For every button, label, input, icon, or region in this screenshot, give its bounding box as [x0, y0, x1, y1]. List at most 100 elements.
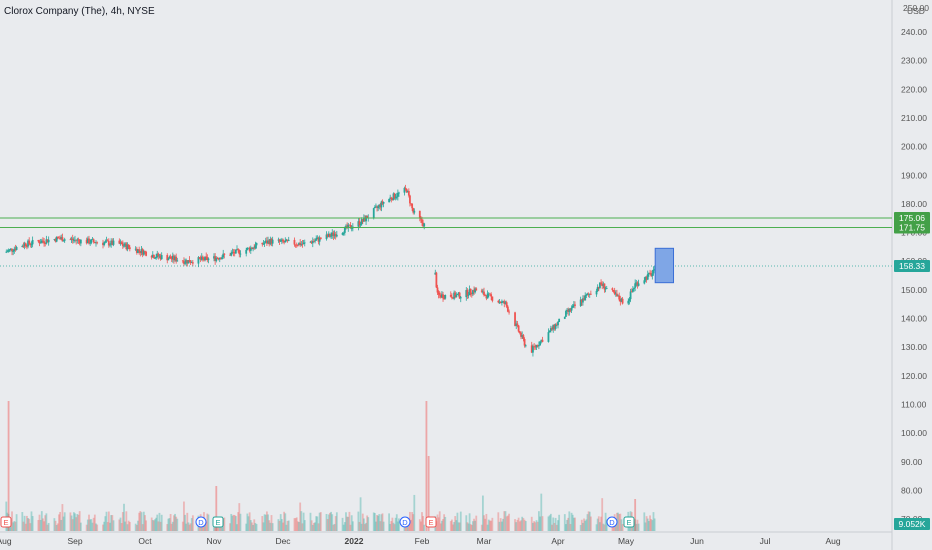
volume-bar — [40, 511, 43, 531]
candle-body — [329, 233, 331, 237]
volume-bar — [437, 517, 440, 531]
volume-bar — [42, 518, 44, 531]
volume-bar — [489, 520, 491, 531]
volume-bar — [238, 503, 241, 531]
candle-body — [104, 241, 107, 243]
candle-body — [53, 239, 56, 240]
candle-body — [239, 253, 242, 255]
candle-body — [524, 345, 527, 347]
volume-bar — [380, 514, 383, 531]
event-marker-other[interactable]: E — [212, 516, 224, 528]
event-marker-other[interactable]: E — [623, 516, 635, 528]
volume-bar — [86, 519, 89, 531]
volume-bar — [438, 511, 441, 531]
volume-bar — [287, 520, 290, 531]
candle-body — [254, 245, 257, 249]
volume-bar — [334, 516, 337, 531]
candle-body — [264, 240, 267, 243]
candle-body — [614, 293, 617, 295]
volume-bar — [393, 524, 396, 531]
candle-body — [222, 253, 225, 258]
candle-body — [391, 199, 394, 201]
candle-body — [157, 253, 160, 257]
candle-body — [411, 203, 414, 209]
projection-box[interactable] — [654, 247, 675, 284]
candle-body — [237, 249, 240, 251]
event-marker-dividend[interactable]: D — [606, 516, 618, 528]
volume-bar — [456, 512, 459, 531]
volume-bar — [467, 523, 470, 531]
candle-body — [398, 192, 400, 194]
volume-bar — [142, 511, 145, 531]
candle-body — [541, 339, 544, 342]
event-marker-earnings[interactable]: E — [425, 516, 437, 528]
volume-bar — [58, 514, 60, 531]
volume-bar — [60, 519, 63, 531]
volume-bar — [233, 515, 236, 531]
candle-body — [373, 207, 376, 209]
time-axis-labels: Aug Sep Oct Nov Dec 2022 Feb Mar Apr May Jun Jul Aug — [0, 536, 841, 546]
event-marker-dividend[interactable]: D — [399, 516, 411, 528]
candle-body — [394, 197, 397, 199]
candle-body — [506, 306, 509, 312]
volume-bar — [264, 514, 267, 531]
volume-bar — [326, 519, 329, 531]
volume-bar — [601, 498, 604, 531]
dividend-icon — [195, 516, 207, 528]
candle-body — [613, 291, 616, 294]
candle-body — [112, 240, 115, 245]
lower-level-tag — [894, 221, 930, 234]
volume-bar — [239, 513, 242, 531]
volume-bar — [475, 515, 478, 531]
candle-body — [396, 192, 399, 197]
volume-bar — [551, 524, 553, 531]
event-marker-dividend[interactable]: D — [195, 516, 207, 528]
candle-body — [646, 274, 649, 280]
candle-body — [422, 222, 425, 227]
candle-body — [303, 242, 306, 244]
volume-bar — [248, 512, 251, 531]
candle-body — [604, 288, 607, 290]
volume-bar — [29, 523, 32, 531]
volume-bar — [301, 523, 304, 531]
candle-body — [137, 249, 139, 253]
candle-body — [410, 203, 412, 205]
candle-body — [409, 195, 411, 204]
candle-body — [652, 269, 655, 274]
price-tick-label: 80.00 — [901, 485, 923, 495]
volume-bar — [554, 517, 557, 531]
upper-level-tag-text: 175.06 — [899, 213, 925, 223]
candle-body — [563, 316, 566, 319]
volume-bar — [271, 523, 274, 531]
candle-body — [325, 234, 328, 240]
candle-body — [300, 243, 303, 246]
volume-bar — [266, 511, 268, 531]
volume-bar — [362, 518, 365, 531]
candle-body — [483, 291, 485, 296]
volume-bar — [263, 514, 266, 531]
volume-bar — [359, 497, 362, 531]
candle-body — [455, 294, 458, 298]
candle-body — [629, 291, 632, 300]
volume-bar — [628, 524, 631, 531]
candle-body — [138, 249, 141, 251]
volume-bar — [487, 519, 490, 531]
candle-body — [597, 287, 600, 288]
candle-body — [106, 240, 109, 242]
volume-bar — [184, 514, 186, 531]
volume-bar — [23, 515, 26, 531]
candle-body — [9, 248, 12, 250]
candle-body — [253, 247, 256, 249]
volume-bar — [413, 494, 416, 531]
volume-bar — [123, 503, 125, 531]
candle-body — [568, 308, 571, 312]
event-label: E — [3, 518, 8, 527]
volume-bar — [364, 524, 366, 531]
volume-bar — [405, 524, 408, 531]
volume-bar — [332, 524, 335, 531]
volume-bar — [189, 523, 192, 531]
event-marker-earnings[interactable]: E — [0, 516, 12, 528]
candle-body — [40, 240, 43, 243]
volume-bar — [643, 512, 646, 531]
